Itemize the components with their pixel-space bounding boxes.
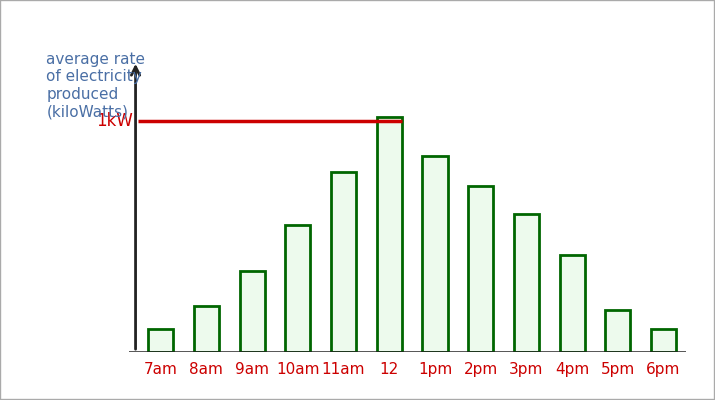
Bar <box>331 172 356 352</box>
Bar <box>194 306 219 352</box>
Bar <box>148 329 173 352</box>
Bar <box>514 214 539 352</box>
Text: 1kW: 1kW <box>97 112 133 130</box>
Bar <box>560 255 585 352</box>
Bar <box>285 225 310 352</box>
Text: average rate
of electricity
produced
(kiloWatts): average rate of electricity produced (ki… <box>46 52 145 119</box>
Bar <box>606 310 631 352</box>
Bar <box>377 117 402 352</box>
Bar <box>468 186 493 352</box>
Bar <box>240 271 265 352</box>
Bar <box>423 156 448 352</box>
Bar <box>651 329 676 352</box>
